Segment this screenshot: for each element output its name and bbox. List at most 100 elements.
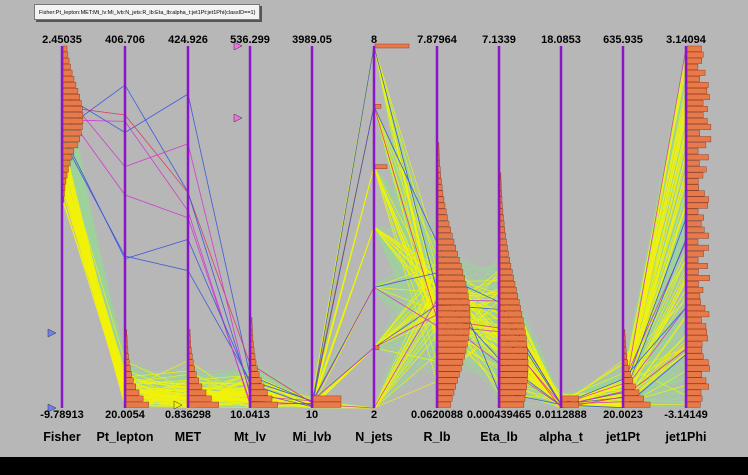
histogram-bin: [188, 383, 203, 390]
histogram-bin: [437, 329, 470, 336]
histogram-bin: [437, 244, 456, 251]
histogram-bin: [62, 130, 82, 137]
histogram-bin: [499, 293, 518, 299]
histogram-bin: [250, 335, 254, 342]
histogram-bin: [686, 154, 709, 161]
histogram-bin: [437, 359, 464, 366]
range-marker-icon[interactable]: [47, 328, 57, 338]
histogram-bin: [499, 244, 508, 251]
axis-max-label: 7.87964: [417, 34, 458, 46]
histogram-bin: [686, 124, 712, 131]
histogram-bin: [62, 166, 69, 173]
range-marker-icon[interactable]: [47, 403, 57, 413]
histogram-bin: [623, 383, 636, 390]
histogram-bin: [686, 220, 702, 227]
histogram-bin: [499, 275, 514, 281]
range-marker-icon[interactable]: [173, 400, 183, 410]
histogram-bin: [437, 172, 441, 179]
axis-min-label: 10: [306, 409, 318, 421]
histogram-bin: [437, 377, 458, 384]
histogram-bin: [437, 263, 462, 269]
histogram-bin: [125, 401, 149, 408]
histogram-bin: [686, 100, 704, 106]
histogram-bin: [623, 365, 630, 372]
range-marker-icon[interactable]: [233, 113, 243, 123]
histogram-bin: [499, 232, 506, 239]
histogram-bin: [312, 401, 342, 408]
histogram-bin: [499, 220, 505, 227]
axis-min-label: 10.0413: [230, 409, 270, 421]
histogram-bin: [499, 395, 526, 402]
histogram-bin: [686, 81, 709, 88]
histogram-bin: [499, 323, 525, 330]
histogram-bin: [623, 377, 633, 384]
histogram-bin: [686, 232, 709, 239]
histogram-bin: [499, 263, 512, 269]
axis-max-label: 18.0853: [541, 34, 581, 46]
histogram-bin: [62, 87, 79, 94]
histogram-bin: [686, 311, 710, 318]
histogram-bin: [437, 220, 450, 227]
histogram-bin: [312, 395, 342, 402]
range-marker-icon[interactable]: [233, 41, 243, 51]
histogram-bin: [188, 365, 195, 372]
histogram-bin: [686, 365, 710, 372]
histogram-bin: [623, 401, 651, 408]
histogram-bin: [561, 395, 579, 402]
histogram-bin: [623, 359, 628, 366]
axis-max-label: 7.1339: [482, 34, 516, 46]
histogram-bin: [62, 154, 73, 161]
histogram-bin: [62, 69, 73, 76]
histogram-bin: [499, 329, 526, 336]
histogram-bin: [437, 311, 471, 318]
histogram-bin: [62, 57, 70, 64]
histogram-bin: [250, 401, 278, 408]
histogram-bin: [623, 347, 627, 354]
histogram-bin: [686, 208, 699, 215]
histogram-bin: [686, 75, 701, 82]
axis-name-label: Eta_lb: [480, 430, 518, 444]
histogram-bin: [686, 323, 707, 330]
axis-max-label: 8: [371, 34, 377, 46]
histogram-bin: [437, 401, 451, 408]
histogram-bin: [250, 353, 256, 360]
histogram-bin: [499, 371, 528, 378]
histogram-bin: [125, 395, 144, 402]
histogram-bin: [437, 299, 470, 305]
histogram-bin: [686, 293, 701, 299]
histogram-bin: [437, 365, 462, 372]
histogram-bin: [250, 371, 260, 378]
axis-min-label: 20.0023: [603, 409, 643, 421]
histogram-bin: [437, 238, 455, 245]
axis-max-label: 3.14094: [666, 34, 707, 46]
histogram-bin: [250, 365, 258, 372]
histogram-bin: [499, 214, 504, 221]
histogram-bin: [686, 94, 710, 100]
histogram-bin: [62, 148, 75, 155]
histogram-bin: [374, 43, 410, 49]
axis-min-label: 20.0054: [105, 409, 146, 421]
histogram-bin: [374, 104, 382, 109]
histogram-bin: [499, 202, 503, 209]
axis-min-label: -9.78913: [40, 409, 83, 421]
histogram-bin: [62, 118, 84, 125]
histogram-bin: [499, 287, 517, 293]
histogram-bin: [499, 196, 503, 203]
histogram-bin: [250, 383, 265, 390]
histogram-bin: [499, 365, 529, 372]
histogram-bin: [62, 112, 84, 119]
histogram-bin: [62, 51, 69, 58]
histogram-bin: [188, 347, 192, 354]
axis-min-label: 0.0112888: [535, 409, 586, 421]
histogram-bin: [62, 75, 75, 82]
histogram-bin: [623, 353, 627, 360]
histogram-bin: [250, 341, 254, 348]
histogram-bin: [250, 359, 257, 366]
histogram-bin: [623, 395, 644, 402]
histogram-bin: [686, 226, 705, 233]
histogram-bin: [437, 196, 445, 203]
axis-name-label: R_lb: [423, 430, 450, 444]
histogram-bin: [437, 214, 448, 221]
histogram-bin: [437, 232, 453, 239]
histogram-bin: [250, 377, 262, 384]
